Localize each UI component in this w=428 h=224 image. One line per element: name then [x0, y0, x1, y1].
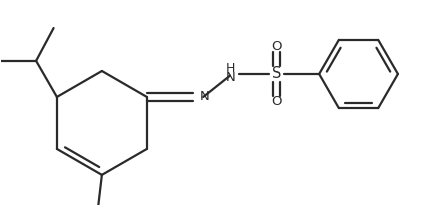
Text: N: N — [226, 71, 235, 84]
Text: N: N — [200, 90, 210, 103]
Text: S: S — [272, 67, 281, 82]
Text: H: H — [226, 62, 235, 75]
Text: O: O — [271, 95, 282, 108]
Text: O: O — [271, 40, 282, 53]
